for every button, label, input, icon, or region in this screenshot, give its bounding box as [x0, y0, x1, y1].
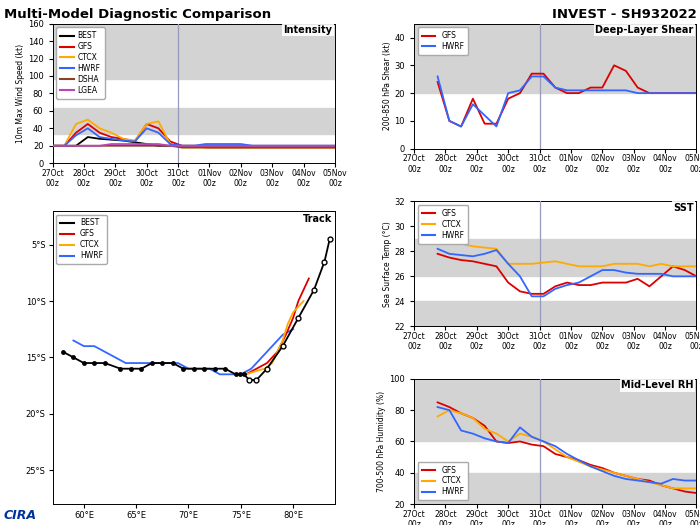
Legend: GFS, CTCX, HWRF: GFS, CTCX, HWRF — [418, 205, 468, 244]
Text: Track: Track — [303, 214, 332, 224]
Text: Multi-Model Diagnostic Comparison: Multi-Model Diagnostic Comparison — [4, 8, 271, 21]
Legend: GFS, CTCX, HWRF: GFS, CTCX, HWRF — [418, 461, 468, 500]
Y-axis label: 10m Max Wind Speed (kt): 10m Max Wind Speed (kt) — [16, 44, 25, 143]
Bar — [52, 24, 335, 79]
Y-axis label: Sea Surface Temp (°C): Sea Surface Temp (°C) — [383, 221, 391, 307]
Legend: GFS, HWRF: GFS, HWRF — [418, 27, 468, 55]
Legend: BEST, GFS, CTCX, HWRF, DSHA, LGEA: BEST, GFS, CTCX, HWRF, DSHA, LGEA — [56, 27, 104, 99]
Y-axis label: 700-500 hPa Humidity (%): 700-500 hPa Humidity (%) — [377, 391, 386, 492]
Text: Mid-Level RH: Mid-Level RH — [621, 380, 694, 390]
Bar — [414, 239, 696, 276]
Bar — [414, 301, 696, 327]
Text: CIRA: CIRA — [4, 509, 36, 522]
Bar — [52, 108, 335, 133]
Legend: BEST, GFS, CTCX, HWRF: BEST, GFS, CTCX, HWRF — [56, 215, 107, 264]
Y-axis label: 200-850 hPa Shear (kt): 200-850 hPa Shear (kt) — [383, 42, 391, 131]
Text: INVEST - SH932022: INVEST - SH932022 — [552, 8, 696, 21]
Text: Intensity: Intensity — [283, 25, 332, 35]
Bar — [414, 379, 696, 442]
Text: Deep-Layer Shear: Deep-Layer Shear — [596, 25, 694, 35]
Bar — [414, 24, 696, 93]
Text: SST: SST — [673, 203, 694, 213]
Bar — [414, 472, 696, 504]
